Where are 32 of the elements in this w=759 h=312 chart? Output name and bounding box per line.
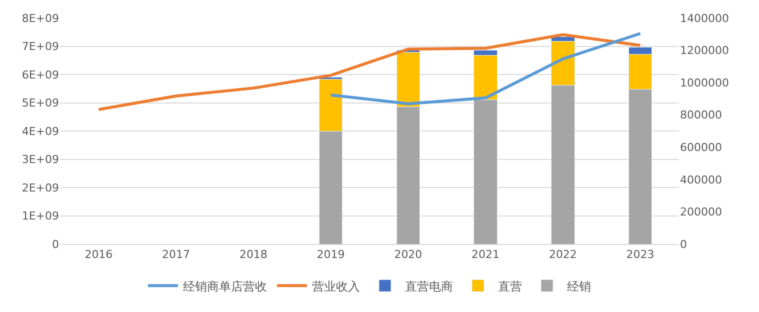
y2-tick-label: 600000 — [680, 140, 722, 154]
y2-tick-label: 400000 — [680, 173, 722, 186]
line-series — [329, 32, 642, 106]
y2-tick-label: 1400000 — [680, 12, 729, 25]
x-tick-label: 2016 — [84, 248, 113, 262]
legend-label: 营业收入 — [312, 279, 360, 294]
y2-tick-label: 800000 — [680, 108, 722, 122]
y-tick-label: 2E+09 — [22, 181, 59, 194]
y2-tick-label: 1000000 — [680, 76, 729, 90]
x-tick-label: 2020 — [394, 248, 422, 262]
x-tick-label: 2021 — [472, 248, 500, 262]
x-tick-label: 2023 — [626, 248, 654, 262]
y2-tick-label: 0 — [680, 238, 687, 251]
x-tick-label: 2022 — [548, 248, 577, 262]
x-tick-label: 2017 — [162, 248, 190, 262]
y2-tick-label: 1200000 — [680, 44, 729, 58]
x-tick-label: 2019 — [316, 248, 345, 262]
legend-label: 直营电商 — [405, 279, 453, 294]
y2-tick-label: 200000 — [680, 206, 722, 219]
y-tick-label: 7E+09 — [22, 40, 59, 54]
y-tick-label: 4E+09 — [22, 124, 59, 138]
y-tick-label: 5E+09 — [22, 96, 59, 110]
y-tick-label: 6E+09 — [22, 68, 59, 82]
y-tick-label: 1E+09 — [22, 210, 59, 223]
legend-label: 经销商单店营收 — [183, 279, 267, 294]
y-tick-label: 3E+09 — [22, 153, 59, 166]
y-tick-label: 0 — [52, 238, 59, 251]
x-tick-label: 2018 — [239, 248, 268, 262]
legend-label: 经销 — [567, 279, 591, 294]
y-tick-label: 8E+09 — [22, 12, 59, 25]
legend-label: 直营 — [498, 279, 522, 294]
line-series — [97, 33, 642, 112]
